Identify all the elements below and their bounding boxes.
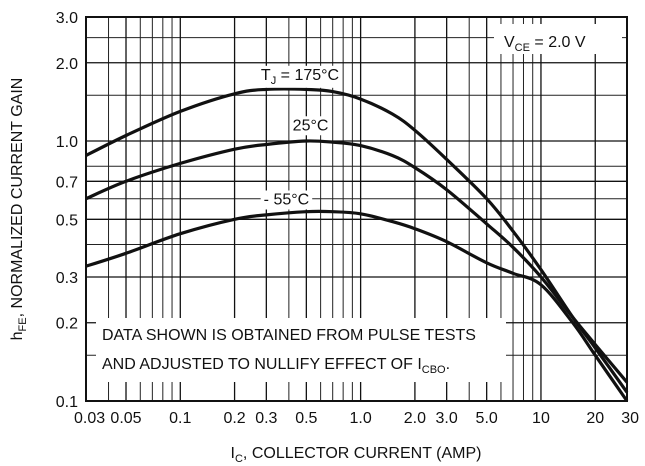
vce-label-box (494, 24, 622, 54)
pulse-note-line1: DATA SHOWN IS OBTAINED FROM PULSE TESTS (102, 327, 476, 344)
series-line-2 (85, 209, 629, 402)
series-lines: TJ = 175°C 25°C - 55°C (85, 65, 629, 402)
y-tick-label: 3.0 (56, 10, 78, 27)
x-tick-label: 1.0 (350, 410, 372, 427)
x-axis-title: IC, COLLECTOR CURRENT (AMP) (231, 445, 482, 465)
x-tick-label: 0.5 (295, 410, 317, 427)
series-label-background (257, 65, 343, 88)
series-label-background (289, 116, 332, 136)
y-tick-label: 0.1 (56, 394, 78, 411)
x-tick-label: 0.03 (74, 410, 105, 427)
y-tick-label: 0.3 (56, 270, 78, 287)
y-tick-label: 0.2 (56, 316, 78, 333)
x-tick-label: 3.0 (436, 410, 458, 427)
y-axis-title: hFE, NORMALIZED CURRENT GAIN (9, 78, 29, 341)
series-line-1 (85, 139, 629, 384)
x-tick-label: 0.05 (110, 410, 141, 427)
y-tick-label: 0.5 (56, 212, 78, 229)
series-label-1: 25°C (293, 117, 329, 134)
series-line-0 (85, 87, 629, 394)
series-label-2: - 55°C (264, 191, 310, 208)
pulse-note-box (96, 318, 506, 382)
series-label-background (260, 190, 313, 210)
y-tick-label: 1.0 (56, 134, 78, 151)
y-tick-label: 0.7 (56, 174, 78, 191)
series-label-0: TJ = 175°C (261, 67, 339, 87)
x-tick-label: 2.0 (404, 410, 426, 427)
x-tick-label: 0.2 (223, 410, 245, 427)
x-tick-label: 0.3 (255, 410, 277, 427)
x-tick-label: 20 (586, 410, 604, 427)
vce-label: VCE = 2.0 V (504, 34, 586, 54)
pulse-note-line2: AND ADJUSTED TO NULLIFY EFFECT OF ICBO. (102, 356, 450, 376)
tick-labels: 0.03 0.05 0.1 0.2 0.3 0.5 1.0 2.0 3.0 5.0 10 20 30 0.… (56, 10, 639, 427)
x-tick-label: 10 (532, 410, 550, 427)
y-tick-label: 2.0 (56, 56, 78, 73)
x-tick-label: 0.1 (169, 410, 191, 427)
plot-frame (85, 16, 628, 402)
x-tick-label: 5.0 (476, 410, 498, 427)
x-tick-label: 30 (621, 410, 639, 427)
